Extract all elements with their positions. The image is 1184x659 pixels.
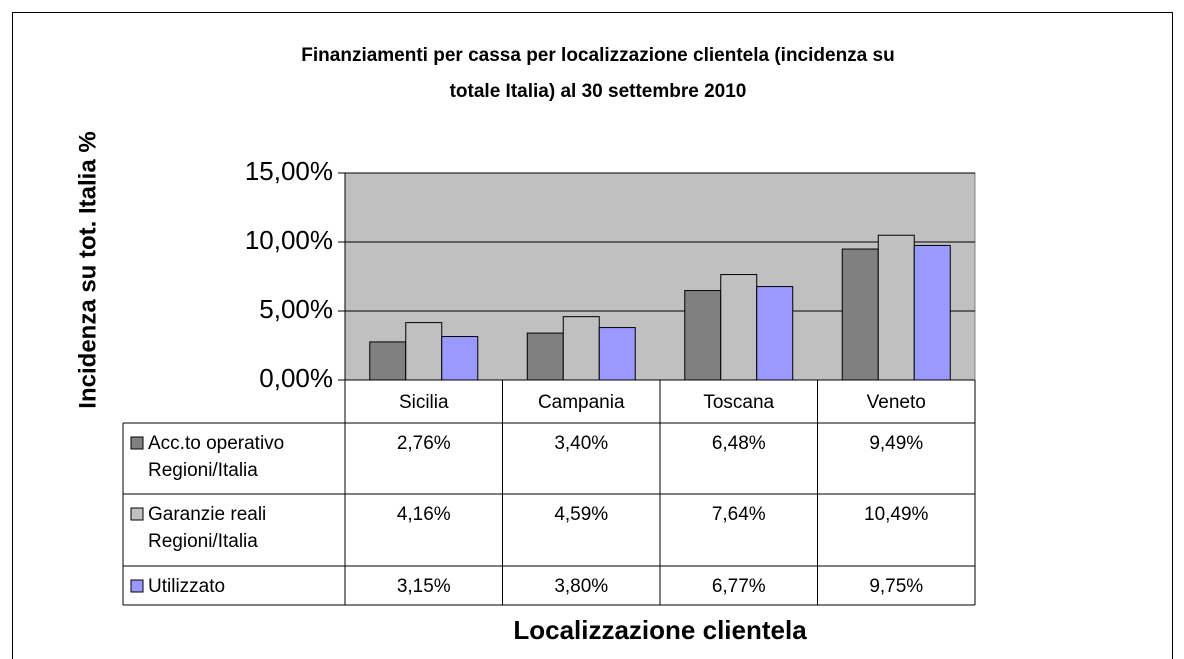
y-tick-label: 5,00% <box>259 294 333 324</box>
data-label: 6,48% <box>711 433 766 454</box>
bar <box>441 336 479 381</box>
chart-title: Finanziamenti per cassa per localizzazio… <box>301 45 895 102</box>
category-label: Toscana <box>703 392 775 413</box>
bar <box>841 248 879 381</box>
category-label: Sicilia <box>398 392 449 413</box>
bar <box>877 234 915 381</box>
bar <box>720 274 758 381</box>
category-label: Campania <box>537 392 625 413</box>
data-label: 6,77% <box>711 576 766 597</box>
data-label: 3,40% <box>554 433 609 454</box>
y-axis-label: Incidenza su tot. Italia % <box>74 131 101 408</box>
y-tick-label: 0,00% <box>259 363 333 393</box>
bar <box>562 316 600 381</box>
y-tick-label: 10,00% <box>245 225 333 255</box>
legend-label: Garanzie reali Regioni/Italia <box>148 504 267 552</box>
category-label: Veneto <box>866 392 926 413</box>
data-label: 2,76% <box>396 433 451 454</box>
legend-label: Acc.to operativo Regioni/Italia <box>148 433 285 481</box>
data-label: 9,49% <box>869 433 924 454</box>
bar <box>913 244 951 381</box>
data-label: 9,75% <box>869 576 924 597</box>
y-tick-label: 15,00% <box>245 156 333 186</box>
bar <box>405 322 443 381</box>
data-label: 10,49% <box>864 504 929 525</box>
legend-swatch <box>130 507 144 521</box>
bar <box>684 290 722 381</box>
data-label: 3,15% <box>396 576 451 597</box>
data-label: 4,16% <box>396 504 451 525</box>
bar <box>756 286 794 381</box>
legend-swatch <box>130 579 144 593</box>
bar <box>526 332 564 381</box>
data-label: 3,80% <box>554 576 609 597</box>
data-label: 7,64% <box>711 504 766 525</box>
bar <box>369 341 407 381</box>
data-label: 4,59% <box>554 504 609 525</box>
x-axis-label: Localizzazione clientela <box>513 615 807 645</box>
bar <box>598 327 636 381</box>
legend-swatch <box>130 436 144 450</box>
legend-label: Utilizzato <box>148 576 226 597</box>
